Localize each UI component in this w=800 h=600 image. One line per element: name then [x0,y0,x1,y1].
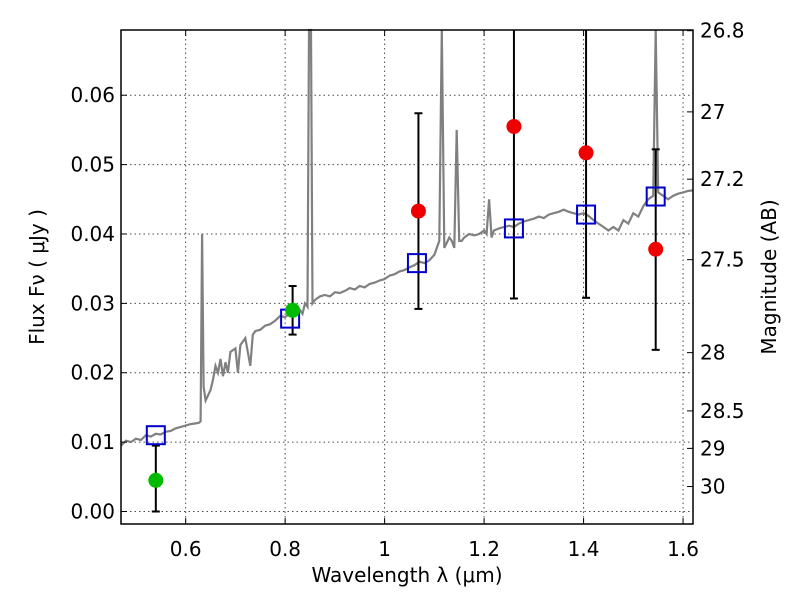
y-tick-label: 0.02 [70,361,115,385]
x-tick-label: 1 [378,537,391,561]
grid-lines [121,30,693,524]
y-tick-label: 0.00 [70,500,115,524]
x-tick-label: 0.6 [170,537,202,561]
right-tick-label: 29 [700,436,725,460]
y-tick-label: 0.03 [70,291,115,315]
axis-ticks: 0.6 0.8 1 1.2 1.4 1.6 0.00 0.01 0.02 0.03 0.04 0.05… [70,19,744,561]
detection-point [148,472,164,488]
x-tick-label: 1.2 [468,537,500,561]
right-tick-label: 30 [700,475,725,499]
x-axis-title: Wavelength λ (μm) [311,563,502,587]
model-photometry-square [503,218,524,239]
model-photometry-square [145,425,166,446]
plot-frame [120,29,694,525]
x-tick-label: 1.4 [568,537,600,561]
error-bars [151,30,660,513]
x-tick-label: 0.8 [269,537,301,561]
non-detection-point [578,145,594,161]
right-tick-label: 28 [700,341,725,365]
y-axis-title: Flux Fν ( μJy ) [25,209,49,345]
right-tick-label: 27.5 [700,248,745,272]
model-photometry-square [576,204,597,225]
non-detection-point [648,241,664,257]
non-detection-point [506,118,522,134]
detection-point [285,302,301,318]
plot-series [120,28,694,513]
model-photometry-square [406,253,427,274]
non-detection-point [410,203,426,219]
data-markers [145,118,666,488]
y-tick-label: 0.01 [70,430,115,454]
right-tick-label: 27 [700,100,725,124]
right-axis-title: Magnitude (AB) [757,199,781,354]
right-tick-label: 26.8 [700,19,745,43]
right-tick-label: 28.5 [700,399,745,423]
right-tick-label: 27.2 [700,167,745,191]
y-tick-label: 0.05 [70,153,115,177]
y-tick-label: 0.04 [70,222,115,246]
y-tick-label: 0.06 [70,83,115,107]
model-sed-line [120,28,694,447]
x-tick-label: 1.6 [667,537,699,561]
model-photometry-square [645,186,666,207]
